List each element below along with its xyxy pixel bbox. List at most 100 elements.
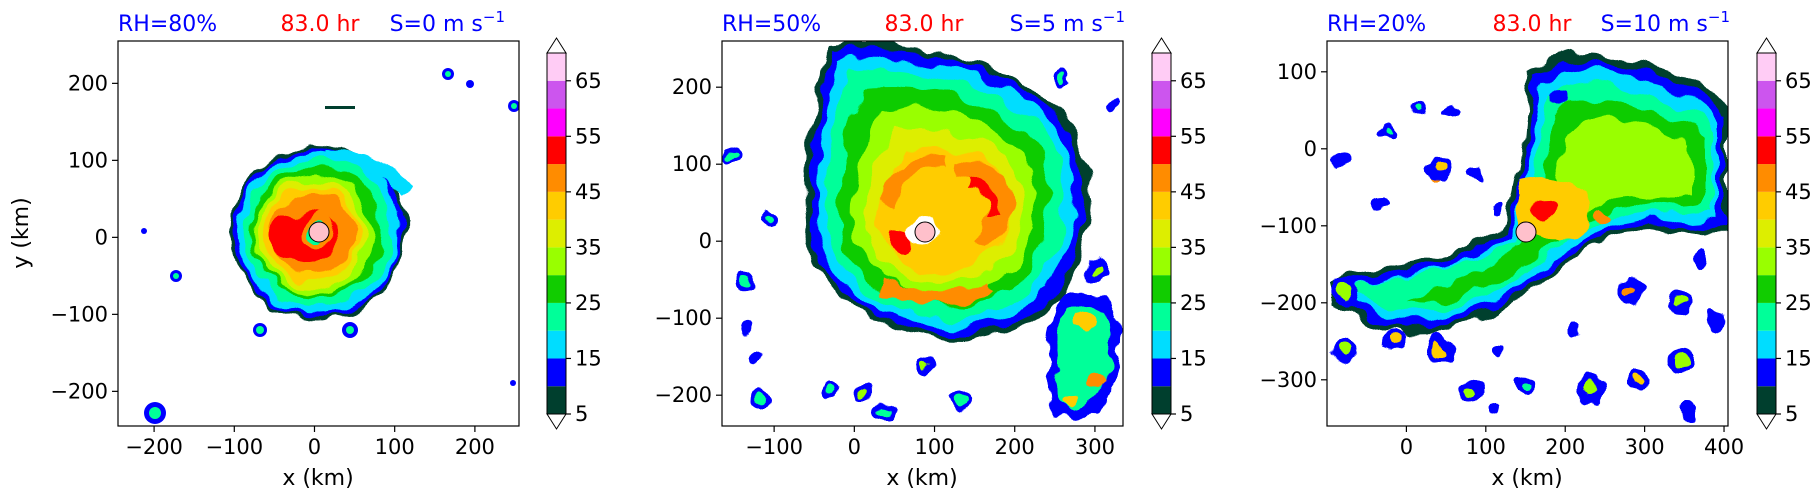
panel-3-x-ticks: 0 100 200 300 400	[1400, 426, 1744, 459]
panel-1-x-axis-label: x (km)	[282, 466, 353, 491]
panel-1-colorbar-bin	[547, 302, 566, 331]
panel-2-colorbar-bin	[1152, 247, 1171, 276]
panel-3-axes-frame	[1326, 40, 1729, 427]
panel-3-x-tick-label: 0	[1400, 435, 1413, 459]
panel-3-y-tick-label: 0	[1304, 137, 1317, 161]
panel-3-title-left: RH=20%	[1327, 12, 1426, 37]
panel-2-colorbar-bin	[1152, 386, 1171, 414]
panel-3-x-axis-label: x (km)	[1491, 466, 1562, 491]
panel-1-y-axis-label: y (km)	[9, 197, 34, 268]
panel-2-x-tick-label: 300	[1075, 435, 1115, 459]
panel-1-title-right-sup: −1	[483, 8, 505, 26]
panel-3-colorbar-label: 45	[1785, 180, 1812, 204]
panel-3-colorbar-bin	[1757, 330, 1776, 359]
panel-2-title-right-main: S=5 m s	[1010, 12, 1103, 37]
panel-1-title-right-main: S=0 m s	[390, 12, 483, 37]
panel-3-colorbar-bin	[1757, 219, 1776, 248]
panel-1-colorbar-bin	[547, 275, 566, 303]
panel-2-colorbar-extend-bottom	[1151, 413, 1172, 430]
panel-2-colorbar: 5 15 25 35 45 55 65	[1151, 37, 1207, 430]
panel-1-colorbar-bin	[547, 386, 566, 414]
panel-1-colorbar-label: 45	[575, 180, 602, 204]
panel-1-title-right: S=0 m s−1	[390, 8, 505, 37]
panel-3-colorbar-bin	[1757, 136, 1776, 165]
panel-2-colorbar-frame	[1151, 52, 1172, 415]
panel-2-x-axis-label: x (km)	[886, 466, 957, 491]
panel-3-y-tick-label: −100	[1259, 214, 1317, 238]
panel-1-y-tick-label: 100	[68, 148, 108, 172]
panel-2-colorbar-label: 35	[1180, 235, 1207, 259]
panel-3-title-center: 83.0 hr	[1493, 12, 1573, 37]
panel-1-x-tick-label: −100	[205, 435, 263, 459]
panel-2-colorbar-bin	[1152, 358, 1171, 387]
panel-1-center-marker	[308, 221, 330, 243]
panel-3-colorbar-label: 35	[1785, 235, 1812, 259]
panel-1-y-tick-label: −100	[50, 302, 108, 326]
panel-1-colorbar-extend-top	[546, 37, 567, 54]
panel-3-y-tick-label: −300	[1259, 368, 1317, 392]
panel-2-title-right-sup: −1	[1103, 8, 1125, 26]
panel-2-colorbar-bin	[1152, 108, 1171, 137]
panel-2-colorbar-label: 5	[1180, 402, 1193, 426]
panel-3-title-right-sup: −1	[1708, 8, 1730, 26]
panel-2-scattered-cells	[723, 72, 1122, 420]
panel-3-title-right: S=10 m s−1	[1601, 8, 1730, 37]
panel-1-colorbar-bin	[547, 136, 566, 165]
panel-1-colorbar-bin	[547, 191, 566, 220]
panel-3-colorbar-bin	[1757, 164, 1776, 192]
panel-2-colorbar-bin	[1152, 191, 1171, 220]
panel-3-colorbar-bin	[1757, 53, 1776, 81]
panel-3-colorbar-bin	[1757, 80, 1776, 109]
panel-1-colorbar-bin	[547, 247, 566, 276]
panel-1-colorbar-bin	[547, 108, 566, 137]
panel-3-colorbar-bin	[1757, 108, 1776, 137]
panel-3-colorbar-label: 25	[1785, 291, 1812, 315]
panel-2-x-tick-label: −100	[745, 435, 803, 459]
panel-1-colorbar-bin	[547, 219, 566, 248]
panel-2-title-left: RH=50%	[722, 12, 821, 37]
panel-2-center-marker	[914, 221, 936, 243]
panel-3-colorbar-bin	[1757, 302, 1776, 331]
panel-3-colorbar-bin	[1757, 275, 1776, 303]
panel-3-title-right-main: S=10 m s	[1601, 12, 1708, 37]
panel-1-field	[141, 68, 519, 424]
panel-2-y-tick-label: 200	[672, 75, 712, 99]
panel-1-colorbar-bin	[547, 164, 566, 192]
panel-3-colorbar-label: 15	[1785, 346, 1812, 370]
panel-1-x-tick-label: −200	[125, 435, 183, 459]
panel-3-colorbar-extend-top	[1756, 37, 1777, 54]
panel-1-colorbar: 5 15 25 35 45 55 65	[546, 37, 602, 430]
panel-1-colorbar-label: 25	[575, 291, 602, 315]
panel-1-y-tick-label: 200	[68, 71, 108, 95]
panel-2-y-tick-label: 100	[672, 152, 712, 176]
panel-3-colorbar-label: 5	[1785, 402, 1798, 426]
panel-1-colorbar-label: 55	[575, 124, 602, 148]
panel-2-x-ticks: −100 0 100 200 300	[745, 426, 1115, 459]
panel-3-y-tick-label: −200	[1259, 291, 1317, 315]
panel-1-axes-frame	[117, 40, 520, 427]
panel-2-title-right: S=5 m s−1	[1010, 8, 1125, 37]
panel-3-colorbar-frame	[1756, 52, 1777, 415]
panel-2-colorbar-bin	[1152, 302, 1171, 331]
panel-2-colorbar-label: 15	[1180, 346, 1207, 370]
panel-1-x-tick-label: 200	[455, 435, 495, 459]
panel-1-title-center: 83.0 hr	[281, 12, 361, 37]
panel-2-x-tick-label: 200	[995, 435, 1035, 459]
panel-1-colorbar-bin	[547, 358, 566, 387]
panel-3-y-tick-label: 100	[1277, 60, 1317, 84]
panel-2-x-tick-label: 0	[848, 435, 861, 459]
panel-1: RH=80% 83.0 hr S=0 m s−1	[9, 8, 602, 491]
panel-2-colorbar-bin	[1152, 164, 1171, 192]
panel-1-colorbar-label: 35	[575, 235, 602, 259]
panel-3-field	[1330, 52, 1728, 419]
panel-1-y-tick-label: −200	[50, 379, 108, 403]
panel-2-y-tick-label: 0	[699, 229, 712, 253]
panel-2-x-tick-label: 100	[914, 435, 954, 459]
panel-2-colorbar-bin	[1152, 53, 1171, 81]
panel-2-title-center: 83.0 hr	[885, 12, 965, 37]
panel-2-colorbar-bin	[1152, 330, 1171, 359]
panel-3-colorbar-bin	[1757, 191, 1776, 220]
panel-1-colorbar-frame	[546, 52, 567, 415]
panel-3-colorbar-label: 65	[1785, 69, 1812, 93]
